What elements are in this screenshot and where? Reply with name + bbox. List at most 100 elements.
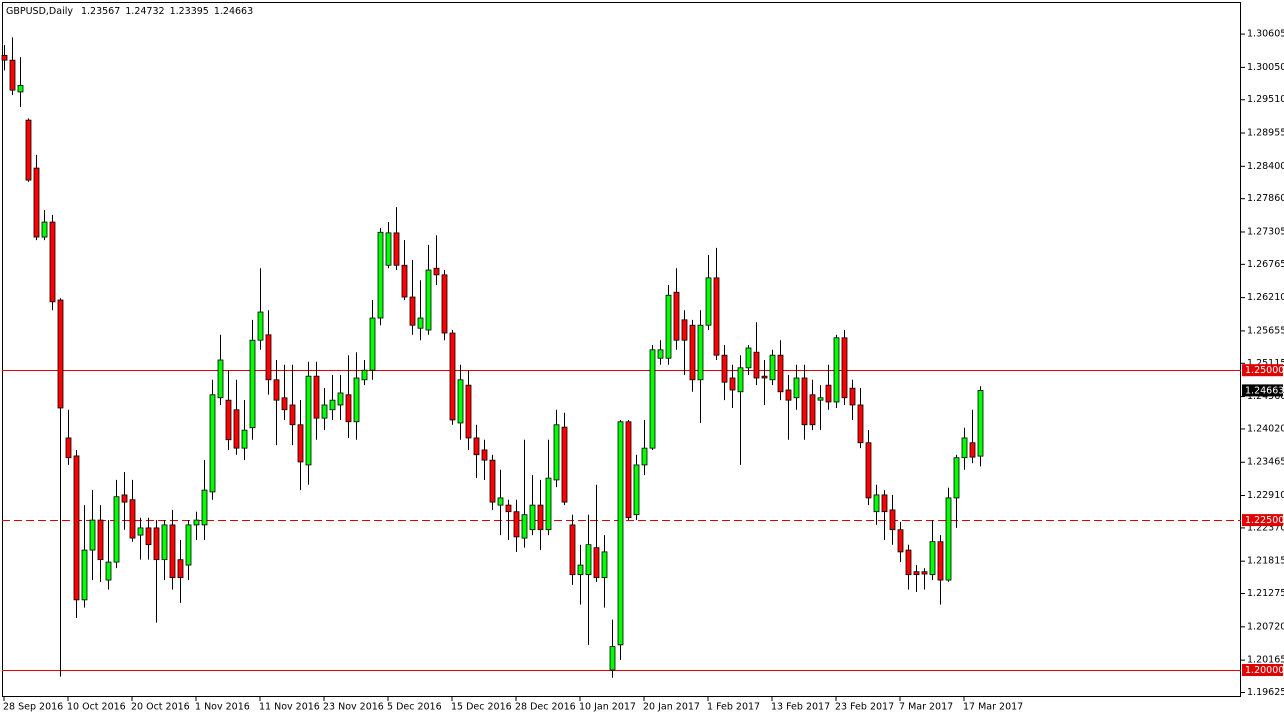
candle-body xyxy=(865,442,872,499)
candle-body xyxy=(745,347,752,369)
candle-body xyxy=(81,549,88,601)
level-price-label: 1.20000 xyxy=(1245,665,1284,676)
candle-body xyxy=(881,494,888,513)
candle-body xyxy=(129,499,136,539)
candle-body xyxy=(153,527,160,561)
candle-body xyxy=(713,277,720,356)
x-tick-label: 13 Feb 2017 xyxy=(771,702,830,713)
candle-body xyxy=(193,519,200,526)
candle-body xyxy=(377,231,384,319)
candle-body xyxy=(241,429,248,449)
candle-body xyxy=(161,524,168,561)
candle-body xyxy=(617,421,624,646)
candle-body xyxy=(393,232,400,266)
candle-body xyxy=(433,267,440,276)
candle-body xyxy=(625,421,632,519)
x-tick-label: 28 Dec 2016 xyxy=(515,702,576,713)
candle-body xyxy=(369,317,376,371)
candle-body xyxy=(409,296,416,326)
candle-body xyxy=(57,299,64,409)
candle-body xyxy=(841,337,848,399)
y-tick-label: 1.28400 xyxy=(1247,161,1284,172)
candle-body xyxy=(857,404,864,444)
level-price-label: 1.22500 xyxy=(1245,515,1284,526)
candle-body xyxy=(937,541,944,581)
x-tick-label: 10 Oct 2016 xyxy=(67,702,126,713)
candle-body xyxy=(921,571,928,575)
y-tick-label: 1.26210 xyxy=(1247,292,1284,303)
header-high: 1.24732 xyxy=(125,6,164,17)
candle-body xyxy=(65,437,72,459)
candle-body xyxy=(105,561,112,581)
level-price-box xyxy=(1242,364,1283,377)
y-tick-label: 1.21815 xyxy=(1247,556,1284,567)
candle-body xyxy=(233,409,240,449)
candle-body xyxy=(633,464,640,516)
y-tick-label: 1.20720 xyxy=(1247,621,1284,632)
candle-body xyxy=(593,547,600,579)
level-price-label: 1.25000 xyxy=(1245,365,1284,376)
x-tick-label: 20 Oct 2016 xyxy=(131,702,190,713)
candle-body xyxy=(265,334,272,381)
candle-body xyxy=(801,377,808,426)
x-tick-label: 17 Mar 2017 xyxy=(963,702,1023,713)
x-tick-label: 11 Nov 2016 xyxy=(259,702,320,713)
y-tick-label: 1.27860 xyxy=(1247,193,1284,204)
current-price-box xyxy=(1242,384,1283,397)
candle-body xyxy=(601,551,608,579)
candle-body xyxy=(689,324,696,381)
y-tick-label: 1.25115 xyxy=(1247,358,1284,369)
candle-body xyxy=(849,387,856,406)
candle-body xyxy=(953,457,960,499)
y-tick-label: 1.27305 xyxy=(1247,226,1284,237)
candle-body xyxy=(913,571,920,576)
candle-body xyxy=(449,332,456,421)
candle-body xyxy=(249,339,256,429)
y-tick-label: 1.28955 xyxy=(1247,128,1284,139)
candle-body xyxy=(753,351,760,379)
candle-body xyxy=(833,337,840,403)
y-tick-label: 1.19625 xyxy=(1247,687,1284,698)
candle-body xyxy=(889,509,896,531)
candle-body xyxy=(961,437,968,459)
candle-body xyxy=(657,349,664,359)
candle-body xyxy=(497,497,504,506)
candle-body xyxy=(577,564,584,576)
candle-body xyxy=(313,375,320,419)
x-tick-label: 28 Sep 2016 xyxy=(3,702,63,713)
candle-body xyxy=(729,377,736,391)
candle-body xyxy=(185,524,192,566)
candle-body xyxy=(401,264,408,298)
current-price-label: 1.24663 xyxy=(1245,385,1284,396)
candle-body xyxy=(257,311,264,341)
candle-body xyxy=(505,504,512,513)
x-tick-label: 23 Feb 2017 xyxy=(835,702,894,713)
candle-body xyxy=(329,399,336,411)
candle-body xyxy=(969,442,976,458)
candle-body xyxy=(513,511,520,538)
candle-body xyxy=(321,404,328,419)
candle-body xyxy=(665,294,672,359)
candle-body xyxy=(761,375,768,379)
candle-body xyxy=(297,424,304,463)
chart-header: GBPUSD,Daily 1.23567 1.24732 1.23395 1.24663 xyxy=(6,6,253,17)
y-tick-label: 1.22370 xyxy=(1247,522,1284,533)
symbol: GBPUSD,Daily xyxy=(6,6,73,17)
candle-body xyxy=(9,59,16,91)
candle-body xyxy=(945,497,952,581)
y-tick-label: 1.25655 xyxy=(1247,325,1284,336)
candle-body xyxy=(289,404,296,426)
candle-body xyxy=(489,459,496,503)
candle-body xyxy=(385,232,392,266)
candle-body xyxy=(305,375,312,466)
candle-body xyxy=(673,291,680,341)
y-tick-label: 1.20165 xyxy=(1247,655,1284,666)
x-tick-label: 10 Jan 2017 xyxy=(579,702,636,713)
candle-body xyxy=(785,389,792,401)
candle-body xyxy=(769,354,776,381)
candle-body xyxy=(441,274,448,334)
candle-body xyxy=(793,377,800,399)
candle-body xyxy=(825,384,832,403)
candle-body xyxy=(89,519,96,551)
candle-body xyxy=(697,324,704,381)
